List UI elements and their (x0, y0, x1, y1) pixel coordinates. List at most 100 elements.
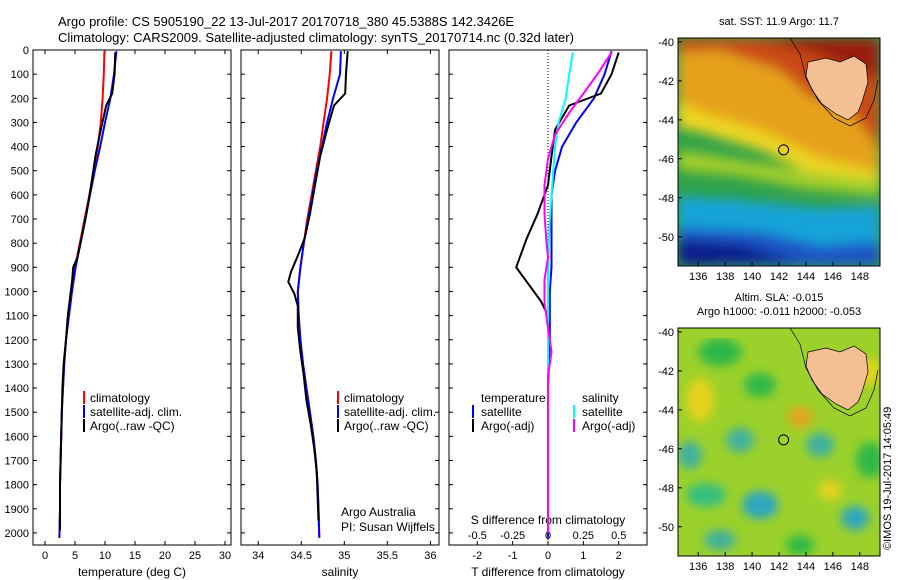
lat-tick-label: -48 (658, 193, 674, 205)
lat-tick-label: -50 (658, 232, 674, 244)
legend-label-climatology: climatology (344, 391, 404, 405)
lat-tick-label: -44 (658, 115, 674, 127)
x-tick-label: 34.5 (291, 550, 312, 562)
difference-legend: temperature satellite Argo(-adj) salinit… (472, 391, 635, 433)
credit-line2: PI: Susan Wijffels (341, 520, 435, 534)
header-line1: Argo profile: CS 5905190_22 13-Jul-2017 … (58, 14, 514, 29)
depth-tick-label: 0 (23, 45, 29, 57)
salinity-xlabel: salinity (322, 565, 359, 579)
legend-label-argo: Argo(..raw -QC) (344, 419, 429, 433)
depth-tick-label: 200 (11, 93, 29, 105)
x-tick-label: 15 (129, 550, 141, 562)
temperature-legend: climatology satellite-adj. clim. Argo(..… (83, 391, 182, 433)
lat-tick-label: -40 (658, 327, 674, 339)
depth-tick-label: 300 (11, 117, 29, 129)
legend-label-climatology: climatology (90, 391, 150, 405)
t-tick-label: -2 (472, 550, 482, 562)
legend-label-satellite: satellite-adj. clim. (344, 405, 436, 419)
lat-tick-label: -40 (658, 37, 674, 49)
depth-tick-label: 400 (11, 142, 29, 154)
depth-tick-label: 100 (11, 69, 29, 81)
salinity-series (287, 51, 349, 538)
lon-tick-label: 148 (851, 271, 869, 283)
sla-map-title: Altim. SLA: -0.015 (735, 292, 824, 304)
depth-tick-label: 2000 (5, 528, 29, 540)
t-tick-label: -1 (508, 550, 518, 562)
credit-line1: Argo Australia (341, 505, 416, 519)
shelf-contour (789, 328, 879, 417)
lon-tick-label: 142 (770, 271, 788, 283)
legend-heading-temperature: temperature (481, 391, 546, 405)
sst-map-title: sat. SST: 11.9 Argo: 11.7 (719, 16, 839, 28)
series-line-climatology (58, 51, 106, 538)
depth-tick-label: 1000 (5, 286, 29, 298)
lat-tick-label: -48 (658, 483, 674, 495)
difference-series (515, 50, 620, 538)
x-tick-label: 30 (219, 550, 231, 562)
series-line-satellite-adj-clim- (58, 51, 118, 538)
lon-tick-label: 146 (824, 271, 842, 283)
x-tick-label: 20 (159, 550, 171, 562)
salinity-panel-frame (240, 49, 440, 546)
legend-heading-salinity: salinity (582, 391, 619, 405)
lon-tick-label: 144 (797, 561, 815, 573)
lat-tick-label: -46 (658, 154, 674, 166)
lon-tick-label: 140 (743, 271, 761, 283)
lon-tick-label: 142 (770, 561, 788, 573)
depth-tick-label: 700 (11, 214, 29, 226)
difference-xlabel: T difference from climatology (471, 565, 625, 579)
series-line-argo-raw-qc- (59, 52, 117, 531)
s-tick-label: -0.5 (468, 530, 487, 542)
t-tick-label: 0 (545, 550, 551, 562)
depth-tick-label: 1800 (5, 480, 29, 492)
temperature-xlabel: temperature (deg C) (78, 565, 186, 579)
legend-label-s-satellite: satellite (582, 405, 623, 419)
lat-tick-label: -42 (658, 76, 674, 88)
depth-tick-label: 1600 (5, 431, 29, 443)
lat-tick-label: -44 (658, 405, 674, 417)
legend-label-s-argo: Argo(-adj) (582, 419, 635, 433)
lon-tick-label: 148 (851, 561, 869, 573)
s-tick-label: 0.25 (573, 530, 594, 542)
lon-tick-label: 146 (824, 561, 842, 573)
depth-tick-label: 900 (11, 262, 29, 274)
depth-tick-label: 1300 (5, 359, 29, 371)
series-line-argo-raw-qc- (287, 51, 349, 521)
t-tick-label: 2 (616, 550, 622, 562)
depth-tick-label: 1100 (5, 311, 29, 323)
lon-tick-label: 138 (716, 271, 734, 283)
lon-tick-label: 136 (689, 271, 707, 283)
x-tick-label: 25 (189, 550, 201, 562)
depth-axis: 0 100 200 300 400 500 600 700 800 900 1000 1100 1200… (5, 45, 647, 540)
series-line-satellite-adj-clim- (296, 51, 342, 538)
x-tick-label: 5 (72, 550, 78, 562)
salinity-x-axis: 34 34.5 35 35.5 36 (252, 50, 437, 562)
watermark: ©IMOS 19-Jul-2017 14:05:49 (882, 407, 894, 550)
lat-tick-label: -50 (658, 522, 674, 534)
depth-tick-label: 1200 (5, 335, 29, 347)
depth-tick-label: 500 (11, 166, 29, 178)
argo-position-marker (778, 144, 790, 156)
diff-line-satellite (547, 52, 574, 533)
s-tick-label: -0.25 (500, 530, 525, 542)
header-line2: Climatology: CARS2009. Satellite-adjuste… (58, 30, 574, 45)
sla-map-image (678, 328, 880, 556)
x-tick-label: 35.5 (377, 550, 398, 562)
shelf-contour (789, 38, 879, 127)
sla-map-subtitle: Argo h1000: -0.011 h2000: -0.053 (697, 306, 861, 318)
depth-tick-label: 600 (11, 190, 29, 202)
x-tick-label: 35 (338, 550, 350, 562)
sst-map-axes: 136 138 140 142 144 146 148 -40 -42 -44 -46 -48 -50 (658, 37, 869, 283)
s-tick-label: 0.5 (611, 530, 626, 542)
x-tick-label: 36 (424, 550, 436, 562)
x-tick-label: 0 (42, 550, 48, 562)
temperature-x-axis: 0 5 10 15 20 25 30 (42, 50, 231, 562)
lon-tick-label: 140 (743, 561, 761, 573)
lat-tick-label: -46 (658, 444, 674, 456)
depth-tick-label: 1500 (5, 407, 29, 419)
diff-line-argo-adj- (543, 51, 613, 533)
x-tick-label: 10 (99, 550, 111, 562)
depth-tick-label: 1900 (5, 504, 29, 516)
diff-line-argo-adj- (515, 52, 620, 531)
x-tick-label: 34 (252, 550, 264, 562)
